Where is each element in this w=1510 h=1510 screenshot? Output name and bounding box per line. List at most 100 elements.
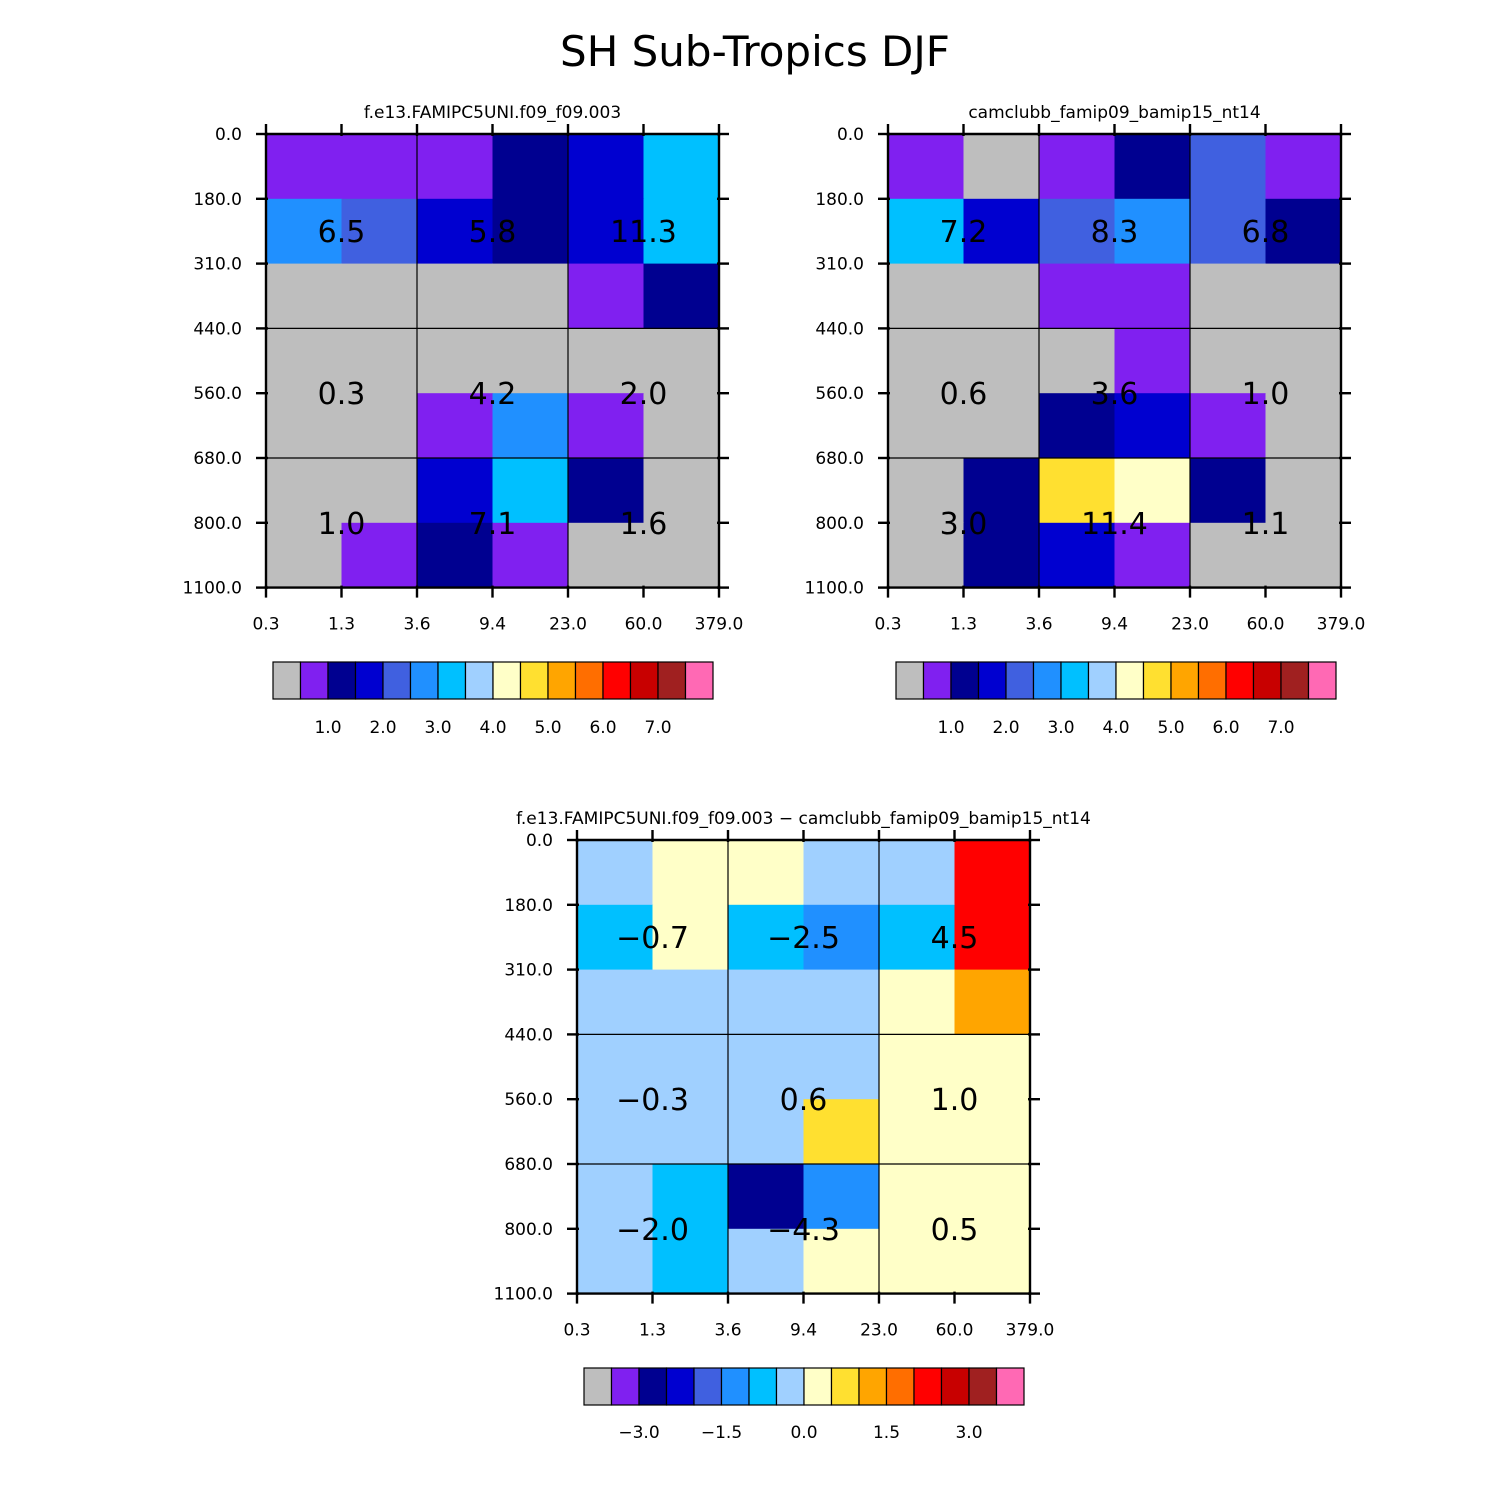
heatmap-cell	[568, 522, 645, 589]
heatmap-cell	[963, 393, 1040, 459]
colorbar-swatch	[885, 1367, 915, 1406]
heatmap-cell	[341, 263, 418, 329]
heatmap-cell	[341, 134, 418, 200]
colorbar-label: −3.0	[618, 1423, 659, 1443]
colorbar-label: 7.0	[1267, 718, 1294, 738]
colorbar: 1.0 2.0 3.0 4.0 5.0 6.0 7.0	[272, 661, 714, 738]
y-tick-label: 0.0	[526, 831, 553, 851]
data-label: 6.8	[1242, 215, 1290, 250]
heatmap-cell	[577, 1228, 654, 1295]
colorbar-label: 7.0	[644, 718, 671, 738]
colorbar-swatch	[895, 661, 925, 700]
data-label: 7.2	[940, 215, 988, 250]
data-label: 4.2	[469, 377, 517, 412]
y-tick-label: 310.0	[193, 255, 242, 275]
heatmap-cell	[417, 198, 494, 265]
heatmap-cell	[888, 263, 965, 329]
colorbar-swatch	[299, 661, 329, 700]
y-tick-label: 180.0	[504, 896, 553, 916]
colorbar-swatch	[327, 661, 357, 700]
heatmap-cell	[888, 522, 965, 589]
x-tick-label: 1.3	[328, 615, 355, 635]
heatmap-cell	[417, 328, 494, 394]
heatmap-cell	[1265, 393, 1342, 459]
colorbar-swatch	[638, 1367, 668, 1406]
panel-3: f.e13.FAMIPC5UNI.f09_f09.003 − camclubb_…	[494, 809, 1091, 1443]
data-label: 0.6	[780, 1083, 828, 1118]
colorbar-swatch	[803, 1367, 833, 1406]
data-label: 4.5	[931, 921, 979, 956]
colorbar-label: 2.0	[992, 718, 1019, 738]
colorbar-swatch	[574, 661, 604, 700]
heatmap-cell	[266, 458, 343, 524]
heatmap-cell	[492, 458, 569, 524]
colorbar: −3.0 −1.5 0.0 1.5 3.0	[583, 1367, 1025, 1443]
heatmap-cell	[954, 1164, 1031, 1230]
heatmap-cell	[652, 1034, 729, 1100]
y-tick-label: 800.0	[815, 514, 864, 534]
heatmap-cell	[1114, 328, 1191, 394]
heatmap-cell	[568, 458, 645, 524]
heatmap-cell	[341, 522, 418, 589]
heatmap-cell	[568, 263, 645, 329]
heatmap-cell	[1190, 393, 1267, 459]
colorbar-label: 5.0	[534, 718, 561, 738]
heatmap-cell	[341, 328, 418, 394]
colorbar-swatch	[1032, 661, 1062, 700]
heatmap-cell	[1039, 134, 1116, 200]
x-tick-label: 3.6	[714, 1321, 741, 1341]
heatmap-cell	[1114, 263, 1191, 329]
data-label: 11.4	[1081, 507, 1148, 542]
heatmap-cell	[1190, 198, 1267, 265]
colorbar-label: 3.0	[955, 1423, 982, 1443]
data-label: 3.6	[1091, 377, 1139, 412]
y-tick-label: 310.0	[815, 255, 864, 275]
heatmap-cell	[266, 263, 343, 329]
colorbar-swatch	[547, 661, 577, 700]
colorbar-swatch	[519, 661, 549, 700]
colorbar-swatch	[720, 1367, 750, 1406]
heatmap-cell	[888, 198, 965, 265]
panel-title: camclubb_famip09_bamip15_nt14	[968, 103, 1260, 123]
colorbar-label: 6.0	[589, 718, 616, 738]
data-label: −2.5	[767, 921, 840, 956]
y-tick-label: 180.0	[193, 190, 242, 210]
heatmap-cell	[652, 1164, 729, 1230]
colorbar-swatch	[1225, 661, 1255, 700]
heatmap-cell	[1265, 328, 1342, 394]
x-tick-label: 379.0	[695, 615, 744, 635]
colorbar-swatch	[629, 661, 659, 700]
heatmap-cell	[1114, 522, 1191, 589]
heatmap-cell	[417, 522, 494, 589]
heatmap-cell	[652, 1228, 729, 1295]
x-tick-label: 379.0	[1317, 615, 1366, 635]
colorbar-swatch	[1170, 661, 1200, 700]
data-label: 1.1	[1242, 507, 1290, 542]
heatmap-cell	[643, 522, 720, 589]
y-tick-label: 800.0	[504, 1220, 553, 1240]
colorbar-swatch	[977, 661, 1007, 700]
data-label: 0.6	[940, 377, 988, 412]
y-tick-label: 680.0	[504, 1155, 553, 1175]
heatmap-cell	[1039, 263, 1116, 329]
colorbar-swatch	[940, 1367, 970, 1406]
heatmap-cell	[417, 458, 494, 524]
heatmap-cell	[888, 458, 965, 524]
heatmap-cell	[1039, 393, 1116, 459]
heatmap-cell	[803, 904, 880, 971]
colorbar-swatch	[1005, 661, 1035, 700]
data-label: 6.5	[318, 215, 366, 250]
heatmap-cell	[1190, 328, 1267, 394]
data-label: 3.0	[940, 507, 988, 542]
heatmap-cell	[492, 198, 569, 265]
heatmap-cell	[1265, 134, 1342, 200]
colorbar-label: 1.0	[937, 718, 964, 738]
heatmap-cell	[728, 1034, 805, 1100]
y-tick-label: 800.0	[193, 514, 242, 534]
heatmap-cell	[879, 969, 956, 1035]
heatmap-cell	[879, 840, 956, 906]
colorbar-swatch	[437, 661, 467, 700]
heatmap-cell	[492, 393, 569, 459]
x-tick-label: 3.6	[403, 615, 430, 635]
heatmap-cell	[1039, 522, 1116, 589]
